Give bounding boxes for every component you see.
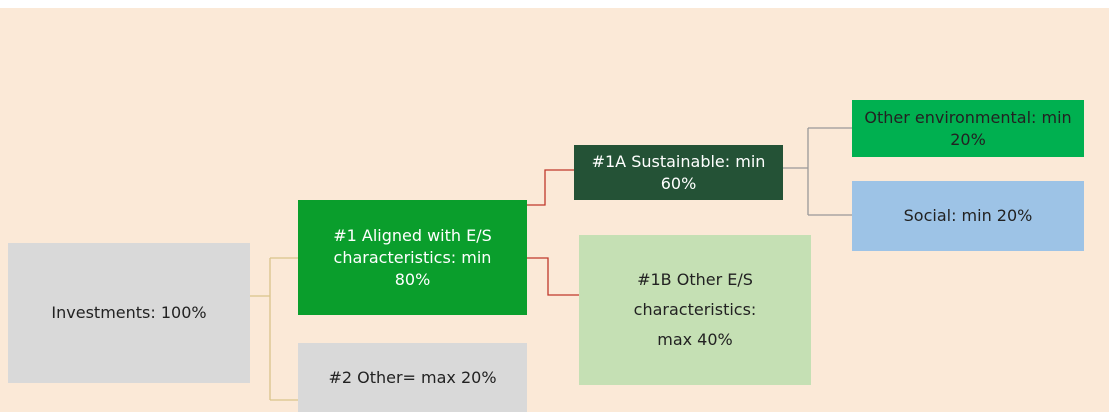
node: #1 Aligned with E/S characteristics: min… [298, 200, 527, 315]
connector [250, 257, 298, 401]
node: #2 Other= max 20% [298, 343, 527, 412]
node: Other environmental: min 20% [852, 100, 1084, 157]
node: #1A Sustainable: min 60% [574, 145, 783, 200]
node: Investments: 100% [8, 243, 250, 383]
node: Social: min 20% [852, 181, 1084, 251]
connector [783, 127, 852, 216]
node: #1B Other E/S characteristics: max 40% [579, 235, 811, 385]
connector [527, 169, 579, 296]
